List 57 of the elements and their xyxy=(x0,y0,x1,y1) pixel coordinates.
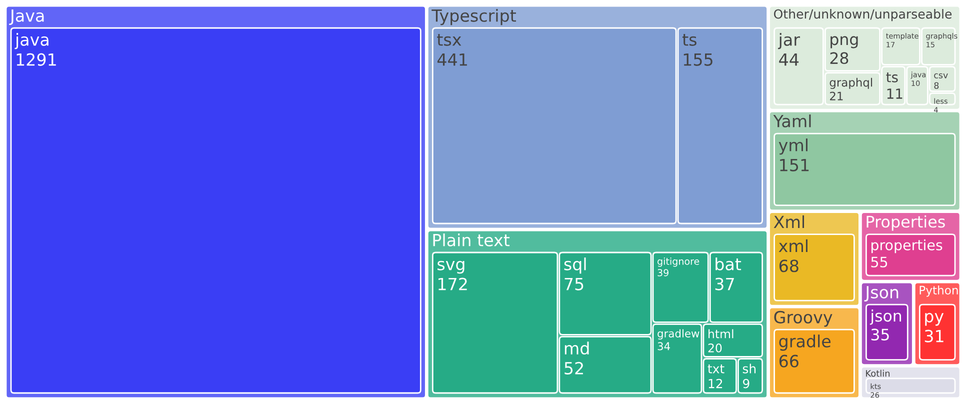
category-label: gitignore xyxy=(658,257,700,267)
category-label: md xyxy=(564,342,589,355)
data-label: 12 xyxy=(708,378,722,388)
category-label: bat xyxy=(716,257,742,270)
series-label: Yaml xyxy=(773,114,811,128)
series-label: Json xyxy=(864,286,898,302)
data-label: 37 xyxy=(715,278,734,290)
category-label: ts xyxy=(886,72,898,82)
data-label: 151 xyxy=(780,158,809,172)
series-label: Plain text xyxy=(433,233,510,246)
data-label: 9 xyxy=(743,378,750,388)
category-label: gradle xyxy=(779,334,831,351)
series-label: Java xyxy=(9,10,44,25)
category-label: html xyxy=(708,329,734,338)
data-label: 155 xyxy=(684,53,712,66)
category-label: csv xyxy=(934,73,948,78)
series-label: Properties xyxy=(866,215,945,231)
category-label: java xyxy=(14,33,48,50)
data-label: 172 xyxy=(438,278,467,290)
category-label: jar xyxy=(778,33,800,50)
data-label: 28 xyxy=(830,52,848,64)
data-label: 55 xyxy=(871,256,888,268)
data-label: 1291 xyxy=(16,53,56,66)
category-label: ts xyxy=(682,34,696,46)
category-label: txt xyxy=(708,364,724,374)
series-label: Xml xyxy=(774,215,804,228)
category-label: json xyxy=(870,310,902,325)
category-label: tsx xyxy=(437,34,462,46)
series-label: Groovy xyxy=(774,310,832,327)
category-label: py xyxy=(925,312,944,326)
data-label: 75 xyxy=(564,278,584,290)
data-label: 66 xyxy=(779,354,798,368)
data-label: 441 xyxy=(437,53,467,66)
category-label: png xyxy=(830,36,858,48)
category-label: sh xyxy=(742,364,756,374)
data-label: 31 xyxy=(924,330,944,342)
data-label: 21 xyxy=(830,92,843,100)
data-label: 8 xyxy=(934,82,939,89)
data-label: 20 xyxy=(708,344,722,352)
series-label: Typescript xyxy=(432,9,516,26)
data-label: 44 xyxy=(779,53,799,66)
category-label: gradlew xyxy=(658,329,700,340)
series-label: Python xyxy=(920,286,958,297)
series-label: Other/unknown/unparseable xyxy=(774,9,952,22)
category-label: svg xyxy=(438,260,464,274)
category-label: properties xyxy=(871,239,942,254)
category-label: xml xyxy=(778,239,808,252)
data-label: 34 xyxy=(658,342,670,350)
data-label: 35 xyxy=(871,328,889,341)
data-label: 11 xyxy=(887,88,902,99)
data-label: 68 xyxy=(779,260,798,272)
category-label: yml xyxy=(778,138,808,155)
category-label: graphql xyxy=(830,78,872,89)
data-label: 39 xyxy=(658,269,668,276)
data-label: 52 xyxy=(564,362,583,374)
category-label: sql xyxy=(564,257,586,274)
series-label: Kotlin xyxy=(866,370,890,377)
